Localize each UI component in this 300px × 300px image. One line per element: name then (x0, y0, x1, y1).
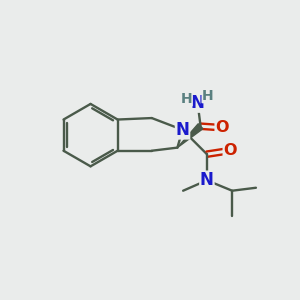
Text: H: H (202, 88, 214, 103)
Polygon shape (177, 124, 203, 148)
Text: O: O (215, 120, 229, 135)
Text: N: N (176, 121, 190, 139)
Text: H: H (181, 92, 192, 106)
Text: N: N (191, 94, 205, 112)
Text: O: O (223, 143, 237, 158)
Text: N: N (200, 171, 214, 189)
